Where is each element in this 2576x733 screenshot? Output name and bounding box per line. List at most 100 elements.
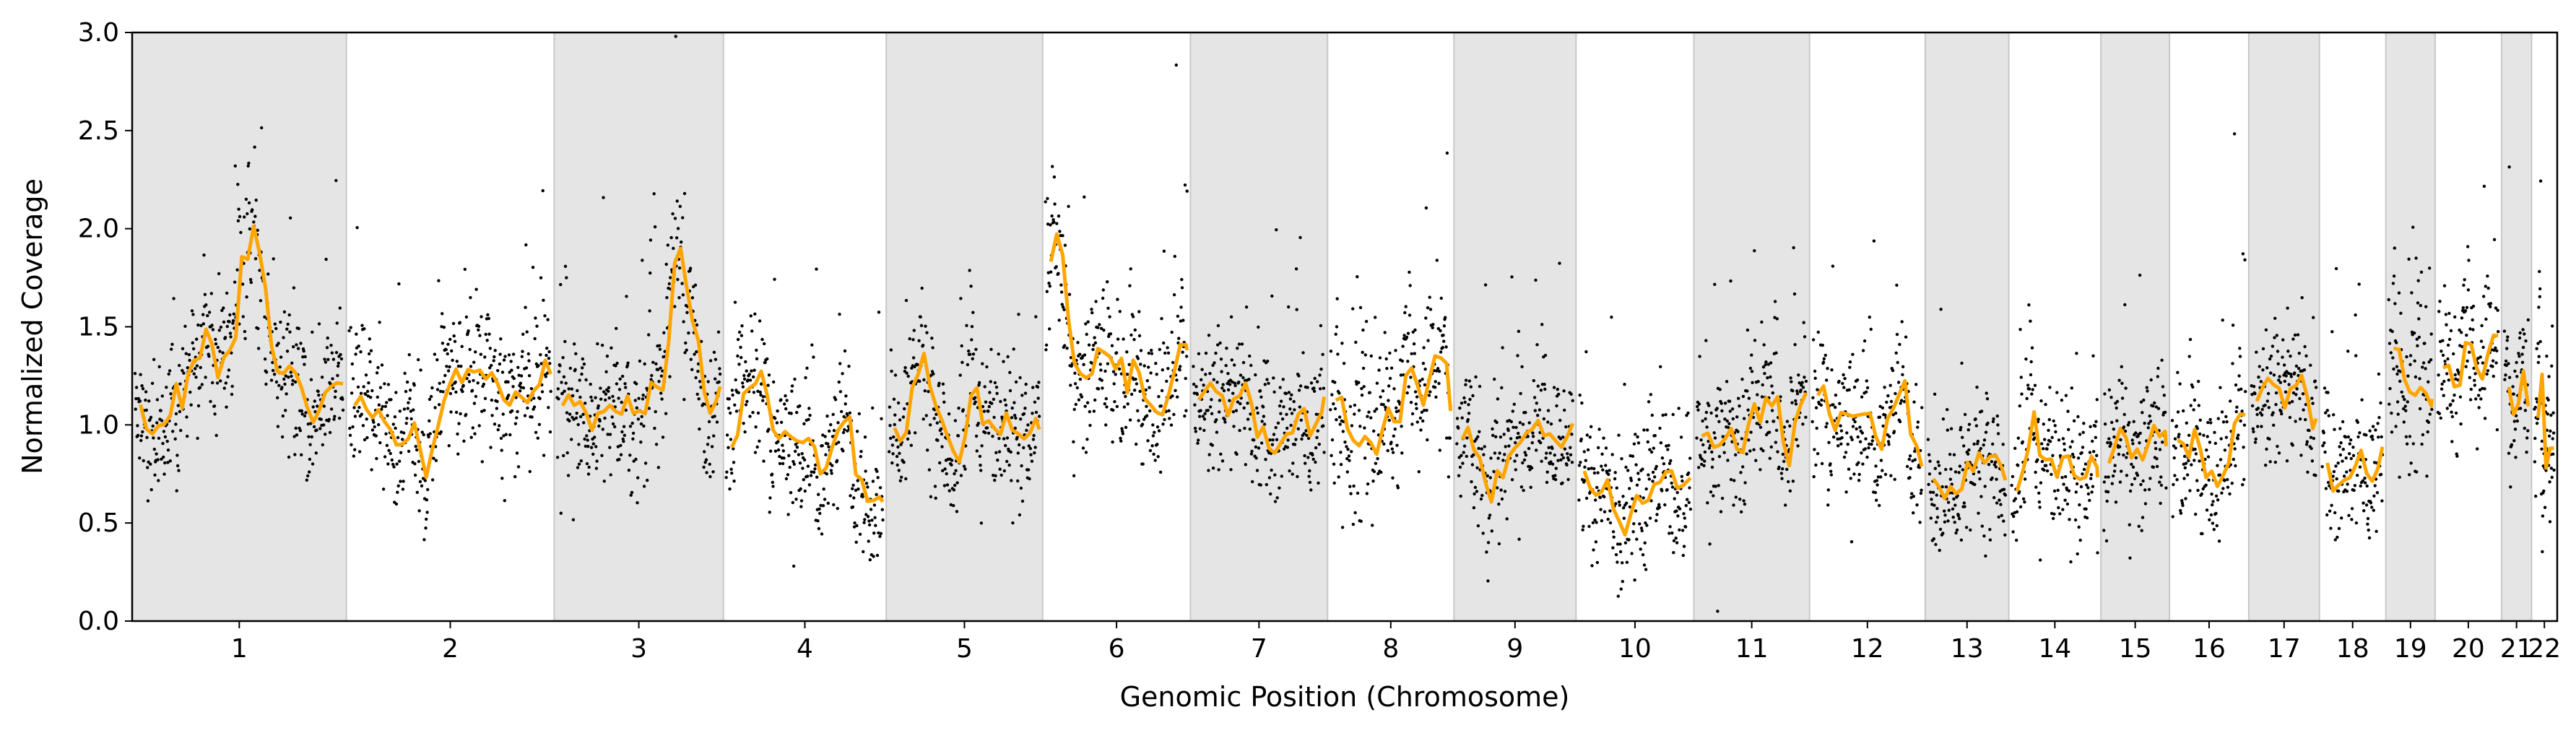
coverage-point: [1315, 435, 1319, 440]
coverage-point: [1728, 409, 1732, 413]
coverage-point: [1560, 453, 1564, 456]
coverage-point: [529, 387, 534, 391]
coverage-point: [2091, 485, 2095, 488]
coverage-point: [831, 435, 835, 438]
coverage-point: [574, 416, 578, 420]
coverage-point: [206, 313, 209, 318]
coverage-point: [1152, 452, 1155, 456]
coverage-point: [2417, 317, 2421, 321]
coverage-point: [2016, 436, 2020, 440]
coverage-point: [2182, 454, 2187, 459]
coverage-point: [327, 417, 331, 421]
coverage-point: [574, 352, 578, 355]
coverage-point: [1982, 438, 1987, 442]
coverage-point: [1470, 463, 1475, 467]
coverage-point: [2405, 355, 2408, 359]
coverage-point: [1119, 436, 1122, 441]
coverage-point: [2148, 420, 2153, 423]
coverage-point: [2276, 362, 2280, 365]
coverage-point: [712, 434, 716, 438]
coverage-point: [2170, 419, 2174, 422]
coverage-point: [2533, 405, 2537, 409]
coverage-point: [1603, 510, 1607, 513]
coverage-point: [1848, 360, 1852, 364]
coverage-point: [2415, 337, 2419, 341]
coverage-point: [942, 400, 946, 404]
coverage-point: [1410, 422, 1414, 426]
coverage-point: [1756, 393, 1759, 396]
coverage-point: [1593, 518, 1597, 522]
coverage-point: [178, 363, 181, 368]
coverage-point: [1668, 525, 1672, 529]
coverage-point: [2294, 364, 2299, 368]
coverage-point: [1542, 417, 1546, 421]
coverage-point: [169, 392, 173, 396]
coverage-point: [1750, 353, 1753, 357]
coverage-point: [1086, 320, 1090, 324]
coverage-point: [492, 359, 495, 363]
coverage-point: [183, 324, 187, 328]
coverage-point: [1105, 405, 1109, 409]
coverage-point: [1821, 360, 1826, 364]
coverage-point: [880, 417, 883, 420]
coverage-point: [2070, 452, 2075, 456]
coverage-point: [311, 462, 315, 466]
coverage-point: [1354, 340, 1358, 344]
coverage-point: [2542, 489, 2546, 493]
coverage-point: [395, 462, 399, 466]
coverage-point: [767, 373, 771, 377]
coverage-point: [904, 298, 908, 303]
coverage-point: [378, 441, 382, 445]
coverage-point: [427, 435, 430, 439]
coverage-point: [1886, 440, 1891, 443]
coverage-point: [1735, 415, 1739, 419]
coverage-point: [2018, 328, 2022, 331]
coverage-point: [708, 359, 713, 363]
coverage-point: [582, 421, 586, 425]
coverage-point: [2454, 411, 2458, 415]
coverage-point: [1418, 416, 1423, 420]
coverage-point: [2276, 444, 2279, 448]
coverage-point: [1367, 410, 1371, 414]
coverage-point: [363, 327, 366, 331]
coverage-point: [1272, 390, 1276, 394]
coverage-point: [314, 451, 318, 455]
coverage-point: [2182, 477, 2186, 480]
coverage-point: [1210, 443, 1215, 447]
coverage-point: [1436, 326, 1441, 331]
coverage-point: [2406, 374, 2410, 378]
coverage-point: [194, 367, 197, 370]
coverage-point: [274, 326, 278, 331]
coverage-point: [607, 386, 611, 389]
coverage-point: [1290, 393, 1293, 396]
coverage-point: [1211, 363, 1215, 368]
coverage-point: [198, 386, 202, 389]
coverage-point: [212, 404, 217, 408]
coverage-point: [2274, 403, 2278, 407]
coverage-point: [1834, 405, 1837, 409]
coverage-point: [2070, 440, 2074, 443]
coverage-point: [2250, 404, 2255, 408]
coverage-point: [798, 461, 802, 465]
coverage-point: [1218, 399, 1222, 402]
coverage-point: [1838, 402, 1842, 405]
coverage-point: [2296, 333, 2300, 337]
coverage-point: [1635, 483, 1639, 487]
coverage-point: [467, 373, 471, 376]
coverage-point: [308, 457, 312, 461]
coverage-point: [778, 454, 781, 459]
coverage-point: [396, 490, 399, 494]
coverage-point: [1665, 488, 1669, 492]
coverage-point: [2064, 394, 2068, 397]
coverage-point: [221, 351, 225, 355]
coverage-point: [1696, 408, 1700, 412]
coverage-point: [2117, 452, 2121, 456]
coverage-point: [1648, 516, 1652, 520]
coverage-point: [682, 191, 687, 196]
coverage-point: [2346, 350, 2350, 353]
coverage-point: [1681, 529, 1685, 532]
coverage-point: [2051, 516, 2055, 521]
coverage-point: [1948, 453, 1952, 456]
coverage-point: [1026, 468, 1031, 472]
coverage-point: [980, 444, 984, 448]
